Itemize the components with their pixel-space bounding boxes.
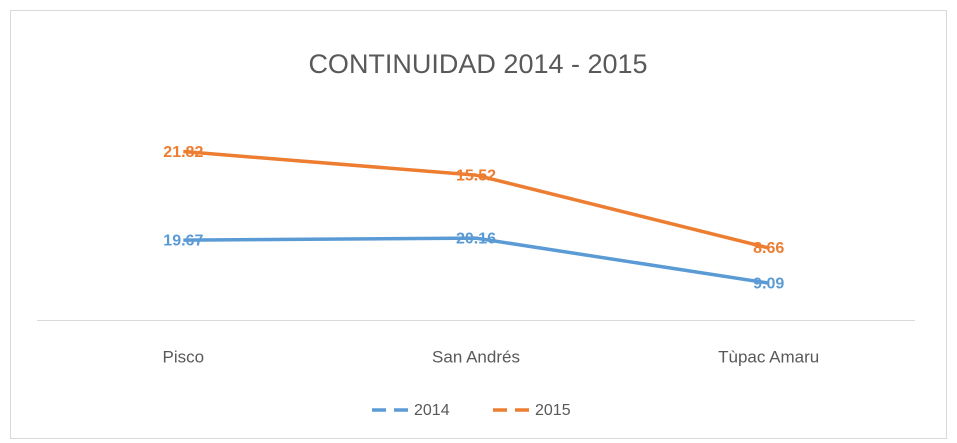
- chart-title: CONTINUIDAD 2014 - 2015: [308, 49, 647, 79]
- data-label: 8.66: [753, 240, 784, 257]
- data-label: 15.52: [456, 167, 496, 184]
- x-tick-label: Pisco: [163, 347, 205, 366]
- legend-label: 2015: [535, 402, 571, 419]
- series-line: [183, 236, 769, 285]
- data-label: 9.09: [753, 275, 784, 292]
- x-tick-label: Tùpac Amaru: [718, 347, 819, 366]
- data-label: 21.82: [163, 144, 203, 161]
- data-label: 19.67: [163, 232, 203, 249]
- chart-frame: [10, 10, 947, 439]
- legend-label: 2014: [414, 402, 450, 419]
- series-line: [183, 149, 770, 250]
- data-label: 20.16: [456, 230, 496, 247]
- x-tick-label: San Andrés: [432, 347, 520, 366]
